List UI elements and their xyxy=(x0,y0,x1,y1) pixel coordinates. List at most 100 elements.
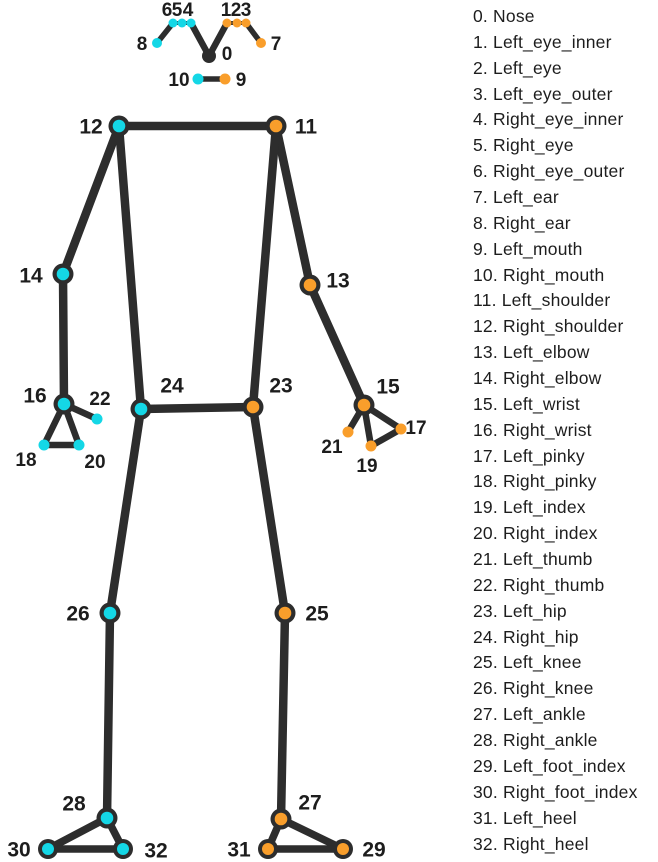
landmark-dot-3 xyxy=(241,18,251,28)
landmark-dot-25 xyxy=(278,606,292,620)
legend-item-23: 23. Left_hip xyxy=(473,600,567,621)
connection-23-24 xyxy=(136,402,258,414)
point-label-21: 21 xyxy=(321,437,343,458)
landmark-dot-0 xyxy=(202,49,216,63)
point-label-1: 1 xyxy=(221,0,232,21)
legend-item-25: 25. Left_knee xyxy=(473,652,582,673)
point-label-4: 4 xyxy=(183,0,194,21)
landmark-dot-15 xyxy=(357,398,371,412)
legend-item-11: 11. Left_shoulder xyxy=(473,290,611,311)
landmark-dot-16 xyxy=(57,397,71,411)
point-label-29: 29 xyxy=(362,839,385,862)
legend-item-29: 29. Left_foot_index xyxy=(473,755,626,776)
legend-item-9: 9. Left_mouth xyxy=(473,238,583,259)
connection-24-26 xyxy=(105,404,146,618)
legend-item-15: 15. Left_wrist xyxy=(473,393,580,414)
landmark-dot-18 xyxy=(38,439,50,451)
landmark-dot-30 xyxy=(42,843,54,855)
landmark-dot-4 xyxy=(186,18,196,28)
legend-item-2: 2. Left_eye xyxy=(473,57,562,78)
point-label-28: 28 xyxy=(62,793,86,816)
legend-item-24: 24. Right_hip xyxy=(473,626,579,647)
landmark-dot-29 xyxy=(337,843,349,855)
legend-item-8: 8. Right_ear xyxy=(473,212,571,233)
point-label-30: 30 xyxy=(7,839,30,862)
point-label-14: 14 xyxy=(19,265,43,288)
legend-item-18: 18. Right_pinky xyxy=(473,471,597,492)
landmark-dot-14 xyxy=(56,267,70,281)
landmark-dot-12 xyxy=(112,119,126,133)
landmark-dot-10 xyxy=(192,73,204,85)
legend-item-17: 17. Left_pinky xyxy=(473,445,585,466)
landmark-dot-21 xyxy=(342,426,354,438)
legend-item-28: 28. Right_ankle xyxy=(473,730,598,751)
point-label-9: 9 xyxy=(236,70,247,91)
landmark-dot-22 xyxy=(91,413,103,425)
point-label-18: 18 xyxy=(15,450,36,471)
legend-item-3: 3. Left_eye_outer xyxy=(473,83,613,104)
point-label-32: 32 xyxy=(144,840,167,862)
legend-item-13: 13. Left_elbow xyxy=(473,342,590,363)
landmark-dot-5 xyxy=(177,18,187,28)
point-label-2: 2 xyxy=(231,0,242,21)
legend-item-31: 31. Left_heel xyxy=(473,807,577,828)
legend-item-6: 6. Right_eye_outer xyxy=(473,161,625,182)
legend-item-0: 0. Nose xyxy=(473,6,535,26)
connection-23-25 xyxy=(248,402,290,618)
legend-item-10: 10. Right_mouth xyxy=(473,264,605,285)
landmark-dot-9 xyxy=(219,73,231,85)
legend-item-14: 14. Right_elbow xyxy=(473,368,602,389)
landmark-dot-2 xyxy=(232,18,242,28)
landmark-dot-7 xyxy=(256,38,266,48)
point-label-8: 8 xyxy=(137,34,148,55)
point-label-24: 24 xyxy=(160,375,184,398)
legend-item-5: 5. Right_eye xyxy=(473,135,574,156)
landmark-dot-27 xyxy=(274,812,288,826)
landmark-dot-32 xyxy=(117,843,129,855)
point-label-31: 31 xyxy=(227,839,251,862)
legend-item-27: 27. Left_ankle xyxy=(473,704,586,725)
point-label-12: 12 xyxy=(79,116,102,139)
legend-item-22: 22. Right_thumb xyxy=(473,574,605,595)
connection-12-14 xyxy=(58,121,124,279)
legend-item-12: 12. Right_shoulder xyxy=(473,316,624,337)
point-label-16: 16 xyxy=(23,385,46,408)
landmark-dot-19 xyxy=(365,440,377,452)
legend-item-1: 1. Left_eye_inner xyxy=(473,31,612,52)
point-label-17: 17 xyxy=(405,418,426,439)
connection-27-29 xyxy=(277,815,347,853)
connection-11-13 xyxy=(271,121,315,290)
point-label-19: 19 xyxy=(356,456,377,477)
connection-25-27 xyxy=(276,608,290,824)
connection-28-30 xyxy=(44,814,111,853)
legend-list: 0. Nose 1. Left_eye_inner 2. Left_eye 3. Le… xyxy=(473,4,638,857)
point-label-15: 15 xyxy=(376,376,400,399)
landmark-dot-31 xyxy=(262,843,274,855)
landmark-dot-23 xyxy=(246,400,260,414)
point-label-10: 10 xyxy=(168,70,189,91)
point-label-26: 26 xyxy=(66,603,89,626)
point-label-3: 3 xyxy=(241,0,252,21)
landmark-dot-17 xyxy=(395,423,407,435)
connection-17-19 xyxy=(367,425,405,450)
landmark-dot-6 xyxy=(168,18,178,28)
point-label-6: 6 xyxy=(162,0,173,21)
landmark-dot-24 xyxy=(134,402,148,416)
connection-13-15 xyxy=(305,280,369,410)
landmark-dot-1 xyxy=(222,18,232,28)
landmark-dot-28 xyxy=(100,811,114,825)
legend-item-30: 30. Right_foot_index xyxy=(473,781,638,802)
point-label-7: 7 xyxy=(271,34,282,55)
landmark-dot-13 xyxy=(303,278,317,292)
legend-item-32: 32. Right_heel xyxy=(473,833,589,854)
point-label-11: 11 xyxy=(295,116,318,139)
point-label-22: 22 xyxy=(89,389,110,410)
legend-item-16: 16. Right_wrist xyxy=(473,419,592,440)
connection-14-16 xyxy=(58,269,69,409)
point-label-23: 23 xyxy=(269,375,292,398)
legend-item-4: 4. Right_eye_inner xyxy=(473,109,624,130)
point-label-27: 27 xyxy=(298,792,321,815)
point-label-13: 13 xyxy=(326,270,349,293)
